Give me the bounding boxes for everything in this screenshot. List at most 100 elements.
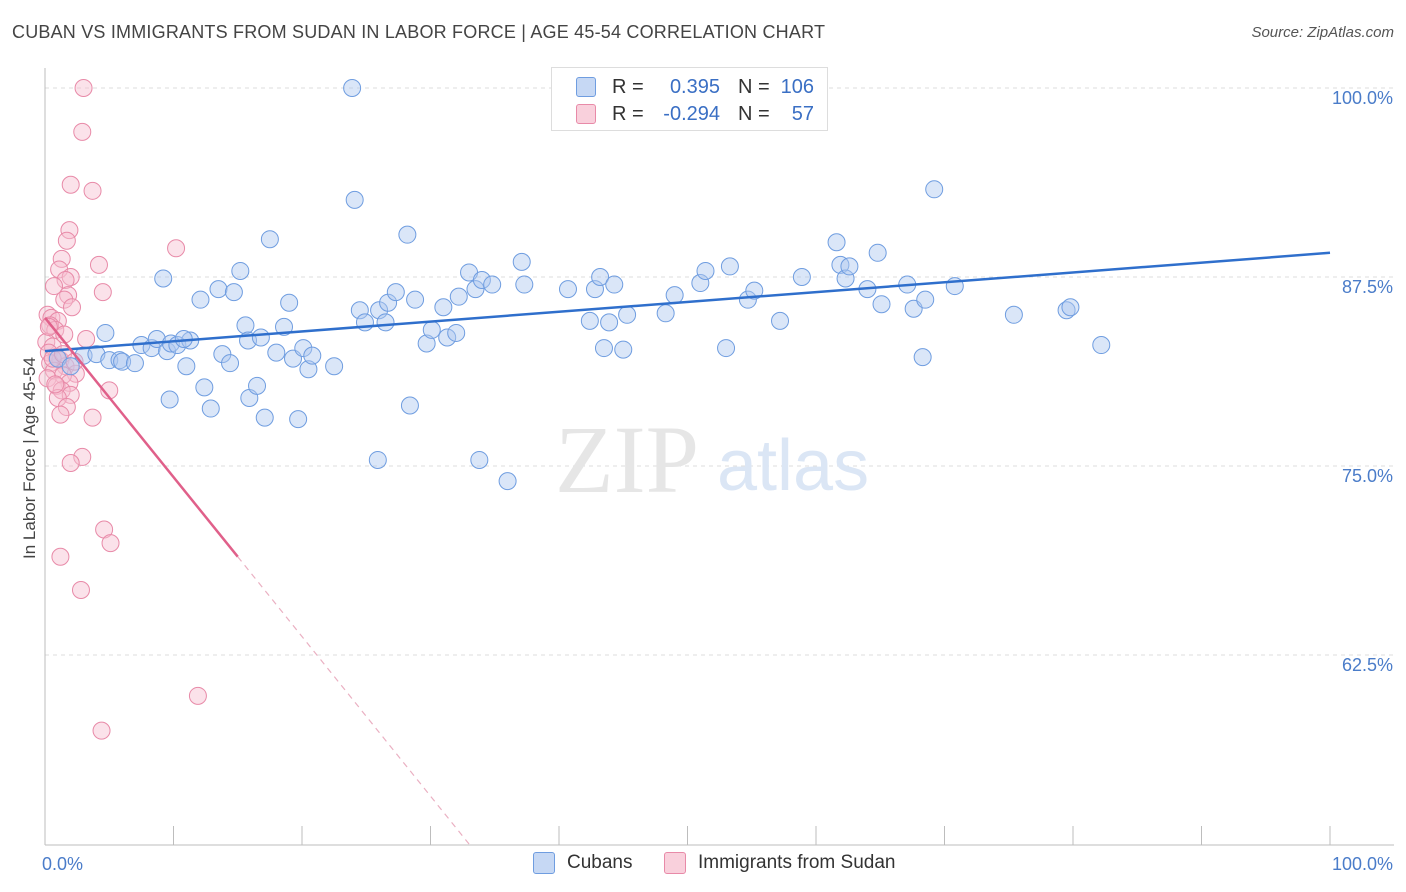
cuban-point [398, 225, 417, 244]
sudan-trend-extension [237, 556, 470, 845]
cuban-point [483, 275, 502, 294]
sudan-point [77, 329, 96, 348]
sudan-point [61, 268, 80, 286]
y-tick-label: 62.5% [1342, 655, 1393, 675]
cuban-point [434, 298, 453, 317]
cuban-point [913, 348, 932, 367]
sudan-point [73, 122, 92, 141]
cuban-point [449, 287, 468, 306]
cuban-point [600, 313, 619, 332]
sudan-point [61, 453, 80, 472]
cuban-point [379, 293, 398, 312]
cuban-point [618, 305, 637, 324]
sudan-point [92, 721, 111, 740]
sudan-point [51, 547, 70, 566]
sudan-point [55, 290, 74, 309]
cuban-point [470, 450, 489, 469]
sudan-trend-line [44, 317, 239, 558]
cuban-point [594, 339, 613, 358]
cuban-point [745, 281, 764, 300]
cuban-point [614, 340, 633, 359]
sudan-point [71, 580, 90, 599]
cuban-point [422, 320, 441, 339]
cuban-point [368, 450, 387, 469]
sudan-point [188, 686, 207, 705]
sudan-point [53, 366, 72, 385]
sudan-point [60, 221, 79, 240]
cuban-point [840, 257, 859, 276]
bottom-legend-sudan: Immigrants from Sudan [664, 852, 895, 874]
cuban-point [386, 283, 405, 302]
cuban-point [585, 280, 604, 299]
bottom-legend-label: Immigrants from Sudan [698, 852, 896, 873]
cuban-point [113, 352, 132, 371]
cuban-point [213, 345, 232, 364]
cuban-point [275, 317, 294, 336]
cuban-point [191, 290, 210, 309]
cuban-point [925, 180, 944, 199]
y-axis-label: In Labor Force | Age 45-54 [20, 357, 39, 559]
legend-r-value: -0.294 [663, 102, 720, 125]
cuban-point [868, 243, 887, 262]
cuban-point [696, 261, 715, 280]
cuban-trend-line [44, 251, 1331, 353]
watermark-zip: ZIP [555, 406, 699, 513]
cuban-point [195, 378, 214, 397]
cuban-point [224, 283, 243, 302]
sudan-point [89, 255, 108, 274]
cuban-point [512, 252, 531, 271]
cuban-point [558, 280, 577, 299]
tick-labels: 100.0% 87.5% 75.0% 62.5% 0.0% 100.0% [42, 88, 1393, 874]
cuban-point [303, 346, 322, 365]
sudan-point [93, 283, 112, 302]
sudan-point [39, 317, 58, 336]
legend-n-label: N = [738, 75, 770, 98]
cuban-point [498, 472, 517, 491]
y-tick-label: 75.0% [1342, 466, 1393, 486]
sudan-point [62, 298, 81, 317]
cuban-point [177, 357, 196, 376]
cuban-point [827, 233, 846, 252]
cuban-point [280, 293, 299, 312]
legend-swatch-blue [576, 77, 596, 97]
cuban-point [792, 268, 811, 286]
cuban-point [160, 390, 179, 409]
cuban-point [447, 323, 466, 342]
cuban-point [771, 311, 790, 330]
sudan-points [37, 79, 207, 740]
cuban-point [605, 275, 624, 294]
cuban-point [1092, 336, 1111, 355]
cuban-point [376, 313, 395, 332]
cuban-point [831, 255, 850, 274]
cuban-point [289, 410, 308, 429]
cuban-point [717, 339, 736, 358]
legend-n-value: 57 [791, 102, 814, 125]
cuban-point [466, 280, 485, 299]
cuban-point [1004, 305, 1023, 324]
sudan-point [167, 239, 186, 258]
cuban-point [720, 257, 739, 276]
cuban-point [154, 269, 173, 288]
cuban-point [438, 328, 457, 347]
cuban-point [738, 290, 757, 309]
cuban-point [350, 301, 369, 320]
sudan-point [56, 271, 75, 290]
bottom-legend-swatch-blue [533, 852, 555, 874]
cuban-point [1061, 298, 1080, 317]
cuban-point [236, 316, 255, 335]
cuban-point [591, 268, 610, 286]
cuban-point [100, 351, 119, 370]
sudan-point [101, 534, 120, 553]
legend-r-label: R = [612, 102, 644, 125]
cuban-point [260, 230, 279, 249]
cuban-point [472, 271, 491, 290]
cuban-point [231, 261, 250, 280]
cuban-point [267, 343, 286, 362]
sudan-point [74, 79, 93, 97]
cuban-point [325, 357, 344, 376]
trend-lines [44, 251, 1331, 845]
gridlines [45, 87, 1394, 656]
watermark-atlas: atlas [717, 426, 869, 506]
sudan-point [83, 181, 102, 200]
cuban-point [691, 274, 710, 293]
